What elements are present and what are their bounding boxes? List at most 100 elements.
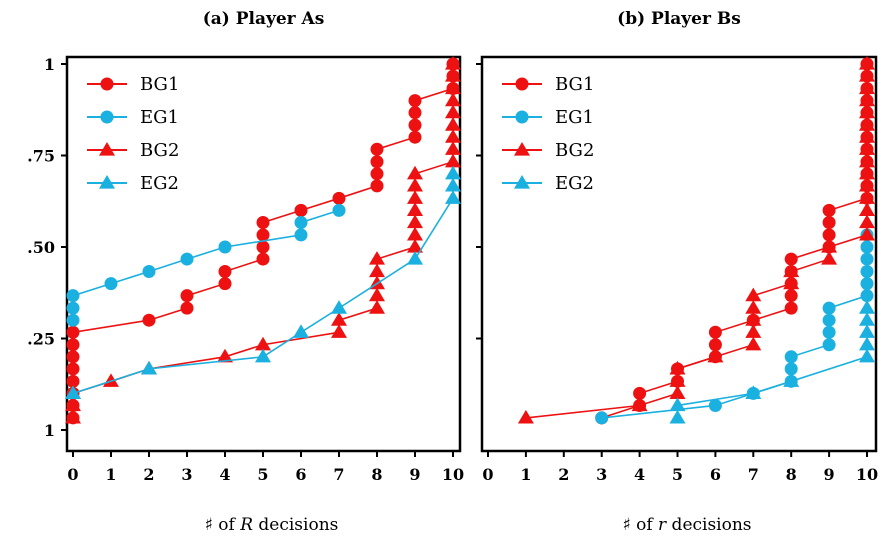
y-tick-label: .75: [27, 147, 55, 166]
x-tick-label: 7: [333, 465, 344, 484]
series-bg1: [595, 57, 874, 425]
x-tick-label: 1: [105, 465, 116, 484]
x-tick-label: 6: [295, 465, 306, 484]
data-point: [822, 313, 836, 327]
data-point: [65, 409, 81, 424]
x-tick-label: 0: [482, 465, 493, 484]
data-point: [822, 203, 836, 217]
data-point: [822, 228, 836, 242]
data-point: [859, 153, 875, 168]
y-tick-label: .50: [27, 238, 55, 257]
data-point: [369, 263, 385, 278]
data-point: [332, 203, 346, 217]
data-point: [745, 287, 762, 302]
legend: BG1 EG1 BG2 EG2: [502, 74, 594, 194]
legend-label: BG2: [555, 140, 594, 161]
data-point: [66, 289, 80, 303]
data-point: [783, 263, 800, 278]
data-point: [294, 203, 308, 217]
data-point: [66, 313, 80, 327]
legend-marker: [514, 175, 530, 189]
data-point: [66, 301, 80, 315]
data-point: [370, 167, 384, 181]
legend-marker: [99, 175, 115, 189]
data-point: [294, 228, 308, 242]
data-point: [860, 289, 874, 303]
data-point: [708, 338, 722, 352]
data-point: [66, 350, 80, 364]
data-point: [445, 141, 461, 155]
data-point: [859, 202, 875, 216]
data-point: [293, 324, 309, 338]
x-tick-label: 5: [672, 465, 683, 484]
x-tick-label: 2: [143, 465, 154, 484]
data-point: [745, 336, 762, 351]
data-point: [331, 324, 347, 338]
data-point: [745, 312, 762, 326]
data-point: [142, 265, 156, 279]
panel-b: (b) Player Bs 0 1 2 3 4 5 6 7 8 9 10 ♯ of r decision…: [476, 9, 878, 535]
data-point: [370, 155, 384, 169]
data-point: [294, 215, 308, 229]
legend-marker: [515, 77, 529, 91]
legend-label: EG1: [140, 107, 179, 128]
data-point: [408, 118, 422, 132]
data-point: [517, 409, 534, 424]
legend-marker: [99, 142, 115, 156]
data-point: [631, 397, 648, 412]
data-point: [860, 252, 874, 266]
data-point: [407, 214, 423, 229]
legend-label: BG2: [140, 140, 179, 161]
data-point: [218, 277, 232, 291]
data-point: [669, 409, 686, 424]
x-axis-label: ♯ of R decisions: [205, 515, 339, 535]
data-point: [822, 301, 836, 315]
y-tick-label: 1: [44, 421, 55, 440]
data-point: [669, 373, 686, 387]
data-point: [859, 68, 875, 82]
x-tick-label: 4: [634, 465, 645, 484]
series-eg2: [669, 300, 875, 424]
data-point: [822, 215, 836, 229]
x-tick-label: 4: [219, 465, 230, 484]
x-tick-label: 2: [558, 465, 569, 484]
data-point: [859, 214, 875, 229]
data-point: [669, 360, 686, 375]
data-point: [65, 397, 81, 412]
data-point: [859, 165, 875, 180]
data-point: [66, 362, 80, 376]
data-point: [407, 165, 423, 180]
data-point: [669, 385, 686, 399]
x-tick-label: 0: [67, 465, 78, 484]
data-point: [408, 106, 422, 120]
data-point: [633, 386, 647, 400]
data-point: [445, 190, 461, 204]
x-tick-label: 6: [710, 465, 721, 484]
legend-marker: [514, 142, 530, 156]
data-point: [859, 129, 875, 143]
data-point: [445, 56, 461, 70]
data-point: [407, 190, 423, 204]
data-point: [407, 251, 423, 265]
data-point: [821, 251, 838, 265]
data-point: [708, 398, 722, 412]
data-point: [445, 80, 461, 95]
panel-title: (b) Player Bs: [617, 9, 741, 29]
series-line: [676, 308, 868, 418]
data-point: [103, 373, 119, 387]
data-point: [745, 300, 762, 314]
plot-frame: [480, 55, 878, 453]
data-point: [408, 130, 422, 144]
data-point: [370, 179, 384, 193]
data-point: [142, 313, 156, 327]
data-point: [256, 252, 270, 266]
data-point: [445, 92, 461, 107]
data-point: [255, 336, 271, 351]
data-point: [445, 104, 461, 119]
data-point: [707, 348, 724, 363]
legend: BG1 EG1 BG2 EG2: [87, 74, 179, 194]
x-tick-label: 3: [181, 465, 192, 484]
data-point: [783, 275, 800, 290]
data-point: [407, 226, 423, 241]
data-point: [104, 277, 118, 291]
